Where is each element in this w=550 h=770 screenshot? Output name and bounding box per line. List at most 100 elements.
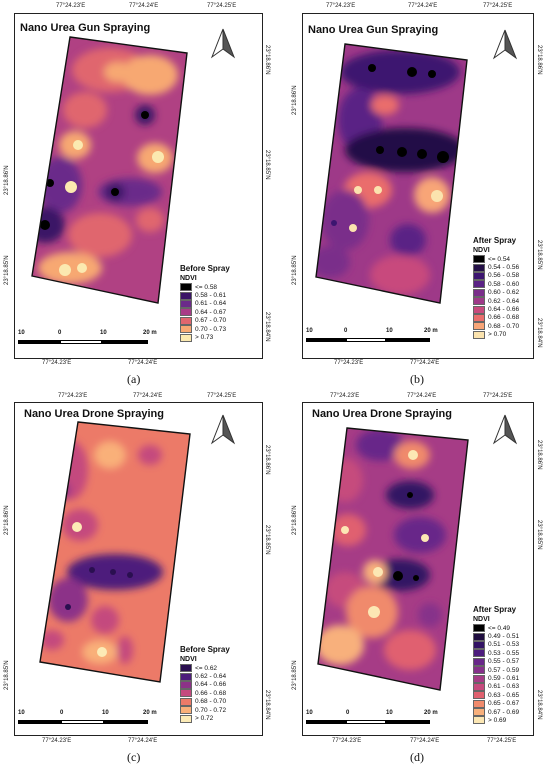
panel-caption: (c) [127, 750, 141, 764]
legend-swatch [180, 714, 192, 723]
legend-swatch [473, 271, 485, 280]
legend-label: <= 0.62 [195, 664, 218, 672]
legend-label: 0.56 - 0.58 [488, 272, 520, 280]
legend-label: <= 0.54 [488, 255, 511, 263]
north-arrow-icon [492, 414, 518, 445]
legend-entry: 0.67 - 0.69 [473, 708, 520, 717]
legend-entry: 0.60 - 0.62 [473, 288, 520, 297]
legend-entry: 0.53 - 0.55 [473, 649, 519, 658]
legend-label: 0.63 - 0.65 [488, 691, 520, 699]
legend-label: <= 0.58 [195, 283, 218, 291]
legend-swatch [473, 682, 485, 691]
legend-entry: 0.66 - 0.68 [180, 689, 230, 698]
legend-label: 0.54 - 0.56 [488, 264, 520, 272]
tick-bottom: 77°24.24'E [410, 738, 440, 744]
legend-swatch [473, 649, 485, 658]
legend-label: 0.61 - 0.63 [488, 683, 520, 691]
legend-label: 0.62 - 0.64 [488, 297, 520, 305]
legend-entry: 0.63 - 0.65 [473, 691, 520, 700]
tick-bottom: 77°24.23'E [334, 360, 364, 366]
legend-entry: <= 0.58 [180, 283, 230, 292]
legend-swatch [473, 263, 485, 272]
legend-entry: 0.66 - 0.68 [473, 313, 519, 322]
legend-entry: 0.51 - 0.53 [473, 640, 519, 649]
legend-entry: <= 0.62 [180, 664, 230, 673]
legend-label: 0.60 - 0.62 [488, 289, 520, 297]
legend-swatch [473, 699, 485, 708]
tick-bottom: 77°24.23'E [42, 738, 72, 744]
tick-bottom: 77°24.25'E [487, 738, 517, 744]
tick-top: 77°24.24'E [133, 393, 163, 399]
tick-bottom: 77°24.24'E [128, 738, 158, 744]
legend-swatch [473, 305, 485, 314]
legend-swatch [473, 255, 485, 264]
legend-label: 0.57 - 0.59 [488, 666, 520, 674]
ndvi-field-map [39, 421, 191, 683]
legend-title: After Spray [473, 236, 517, 245]
legend-label: 0.70 - 0.73 [195, 325, 227, 333]
legend-swatch [473, 657, 485, 666]
map-legend: Before Spray NDVI <= 0.58 0.58 - 0.61 0.61… [180, 264, 230, 342]
legend-entry: 0.70 - 0.73 [180, 325, 230, 334]
legend-entry: > 0.72 [180, 714, 230, 723]
legend-label: > 0.69 [488, 716, 507, 724]
legend-swatch [473, 322, 485, 331]
legend-entry: 0.62 - 0.64 [473, 297, 520, 306]
map-legend: After Spray NDVI <= 0.49 0.49 - 0.51 0.51 … [473, 605, 519, 725]
legend-swatch [180, 299, 192, 308]
legend-heading: NDVI [473, 247, 490, 254]
legend-label: 0.67 - 0.69 [488, 708, 520, 716]
legend-label: > 0.72 [195, 715, 214, 723]
legend-swatch [473, 330, 485, 339]
legend-swatch [180, 697, 192, 706]
legend-swatch [180, 664, 192, 673]
legend-entry: > 0.69 [473, 716, 519, 725]
legend-entry: <= 0.54 [473, 255, 519, 264]
tick-top: 77°24.23'E [58, 393, 88, 399]
legend-swatch [180, 672, 192, 681]
legend-entry: 0.65 - 0.67 [473, 699, 519, 708]
legend-swatch [180, 325, 192, 334]
legend-swatch [180, 283, 192, 292]
panel-caption: (d) [410, 750, 424, 764]
legend-swatch [180, 291, 192, 300]
legend-label: 0.49 - 0.51 [488, 633, 520, 641]
panel-title: Nano Urea Drone Spraying [312, 408, 452, 420]
legend-entry: 0.58 - 0.61 [180, 291, 230, 300]
legend-heading: NDVI [180, 656, 197, 663]
panel-caption: (a) [127, 372, 141, 386]
legend-label: > 0.73 [195, 334, 214, 342]
tick-top: 77°24.25'E [207, 3, 237, 9]
legend-label: 0.58 - 0.61 [195, 292, 227, 300]
north-arrow-icon [492, 29, 518, 60]
legend-swatch [180, 316, 192, 325]
legend-swatch [473, 674, 485, 683]
map-legend: Before Spray NDVI <= 0.62 0.62 - 0.64 0.64… [180, 645, 230, 723]
legend-heading: NDVI [180, 275, 197, 282]
tick-bottom: 77°24.24'E [128, 360, 158, 366]
legend-swatch [180, 308, 192, 317]
legend-swatch [473, 313, 485, 322]
legend-label: 0.64 - 0.66 [195, 681, 227, 689]
legend-label: 0.64 - 0.66 [488, 306, 520, 314]
tick-right: 23°18.86'N [536, 440, 542, 470]
legend-entry: > 0.70 [473, 330, 519, 339]
legend-label: 0.59 - 0.61 [488, 675, 520, 683]
legend-swatch [473, 288, 485, 297]
legend-label: 0.67 - 0.70 [195, 317, 227, 325]
north-arrow-icon [210, 28, 236, 59]
legend-label: 0.55 - 0.57 [488, 658, 520, 666]
legend-label: 0.66 - 0.68 [195, 689, 227, 697]
ndvi-field-map [315, 43, 468, 304]
legend-label: 0.64 - 0.67 [195, 308, 227, 316]
legend-entry: 0.58 - 0.60 [473, 280, 519, 289]
tick-top: 77°24.23'E [326, 3, 356, 9]
legend-swatch [473, 640, 485, 649]
tick-bottom: 77°24.24'E [410, 360, 440, 366]
tick-top: 77°24.24'E [407, 393, 437, 399]
tick-top: 77°24.25'E [483, 393, 513, 399]
legend-swatch [473, 297, 485, 306]
legend-entry: 0.64 - 0.66 [473, 305, 520, 314]
north-arrow-icon [210, 414, 236, 445]
